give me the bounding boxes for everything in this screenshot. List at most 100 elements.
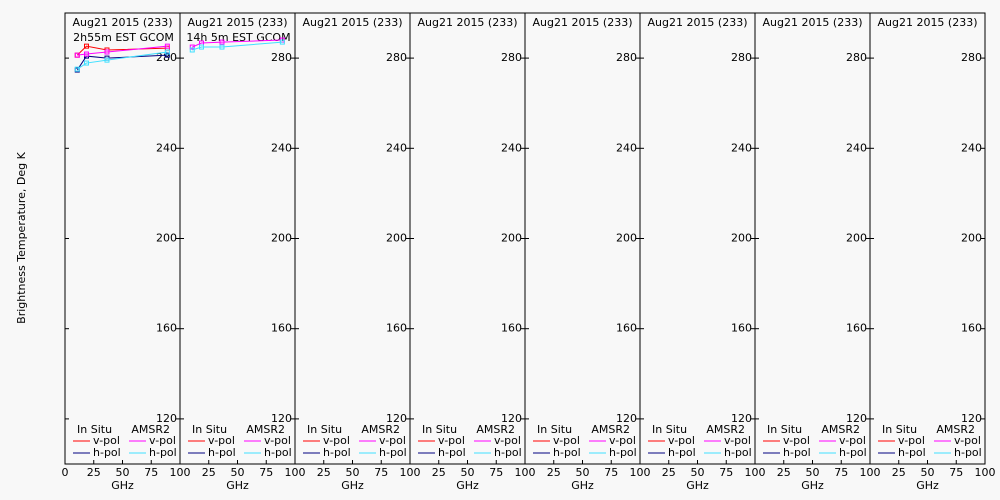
x-tick-label: 100 [630, 466, 651, 479]
x-tick-label: 25 [777, 466, 791, 479]
panel-subtitle: 2h55m EST GCOM [73, 31, 174, 44]
x-tick-label: 100 [285, 466, 306, 479]
legend-label: v-pol [954, 434, 981, 447]
y-tick-label: 120 [386, 412, 407, 425]
legend-label: v-pol [208, 434, 235, 447]
data-point [84, 60, 90, 66]
legend-label: h-pol [609, 446, 637, 459]
y-tick-label: 280 [386, 51, 407, 64]
legend-label: v-pol [839, 434, 866, 447]
y-tick-label: 200 [501, 232, 522, 245]
x-tick-label: 50 [231, 466, 245, 479]
legend-group: AMSR2 [821, 423, 860, 436]
y-tick-label: 160 [386, 322, 407, 335]
y-tick-label: 240 [501, 141, 522, 154]
data-point [189, 44, 195, 50]
legend-label: v-pol [93, 434, 120, 447]
legend-label: h-pol [149, 446, 177, 459]
x-tick-label: 100 [515, 466, 536, 479]
legend-label: h-pol [898, 446, 926, 459]
y-tick-label: 160 [846, 322, 867, 335]
data-point [104, 49, 110, 55]
legend-label: v-pol [149, 434, 176, 447]
y-tick-label: 280 [961, 51, 982, 64]
x-axis-label: GHz [571, 479, 594, 492]
data-point [104, 57, 110, 63]
legend-label: h-pol [783, 446, 811, 459]
x-tick-label: 50 [116, 466, 130, 479]
legend-label: h-pol [264, 446, 292, 459]
y-tick-label: 280 [846, 51, 867, 64]
legend-label: h-pol [379, 446, 407, 459]
legend-label: v-pol [264, 434, 291, 447]
data-point [189, 47, 195, 53]
x-axis-label: GHz [341, 479, 364, 492]
y-tick-label: 160 [156, 322, 177, 335]
panel-title: Aug21 2015 (233) [877, 16, 977, 29]
x-tick-label: 25 [547, 466, 561, 479]
series-line [192, 41, 283, 51]
legend-label: h-pol [438, 446, 466, 459]
legend-group: AMSR2 [246, 423, 285, 436]
x-axis-label: GHz [801, 479, 824, 492]
legend-label: h-pol [323, 446, 351, 459]
series-line [192, 39, 283, 48]
legend-label: v-pol [783, 434, 810, 447]
series-line [76, 51, 168, 70]
y-tick-label: 160 [731, 322, 752, 335]
x-axis-label: GHz [456, 479, 479, 492]
x-tick-label: 25 [317, 466, 331, 479]
y-tick-label: 240 [271, 141, 292, 154]
legend-label: v-pol [494, 434, 521, 447]
data-point [219, 44, 225, 50]
legend-group: In Situ [422, 423, 457, 436]
y-tick-label: 200 [616, 232, 637, 245]
y-tick-label: 280 [271, 51, 292, 64]
legend-group: In Situ [882, 423, 917, 436]
panel-title: Aug21 2015 (233) [72, 16, 172, 29]
panel-title: Aug21 2015 (233) [647, 16, 747, 29]
y-tick-label: 280 [731, 51, 752, 64]
data-point [74, 66, 80, 72]
y-tick-label: 200 [271, 232, 292, 245]
y-tick-label: 200 [156, 232, 177, 245]
y-tick-label: 160 [961, 322, 982, 335]
legend-label: v-pol [323, 434, 350, 447]
legend-group: AMSR2 [361, 423, 400, 436]
y-tick-label: 240 [616, 141, 637, 154]
x-tick-label: 50 [806, 466, 820, 479]
data-point [164, 52, 170, 58]
legend-label: h-pol [553, 446, 581, 459]
legend-label: v-pol [553, 434, 580, 447]
x-tick-label: 25 [202, 466, 216, 479]
legend-label: v-pol [668, 434, 695, 447]
data-point [219, 39, 225, 45]
y-tick-label: 200 [846, 232, 867, 245]
x-tick-label: 75 [144, 466, 158, 479]
data-point [74, 52, 80, 58]
x-tick-label: 0 [62, 466, 69, 479]
y-tick-label: 120 [271, 412, 292, 425]
x-axis-label: GHz [916, 479, 939, 492]
data-point [84, 51, 90, 57]
x-tick-label: 100 [745, 466, 766, 479]
data-point [84, 43, 90, 49]
y-tick-label: 160 [616, 322, 637, 335]
y-axis-label: Brightness Temperature, Deg K [15, 151, 28, 323]
series-line [77, 45, 168, 56]
x-tick-label: 75 [834, 466, 848, 479]
y-tick-label: 160 [271, 322, 292, 335]
legend-label: h-pol [93, 446, 121, 459]
data-point [279, 39, 285, 45]
legend-label: v-pol [438, 434, 465, 447]
panel-title: Aug21 2015 (233) [302, 16, 402, 29]
x-axis-label: GHz [686, 479, 709, 492]
legend-label: v-pol [379, 434, 406, 447]
legend-group: AMSR2 [936, 423, 975, 436]
x-tick-label: 75 [374, 466, 388, 479]
legend-label: v-pol [724, 434, 751, 447]
x-tick-label: 25 [892, 466, 906, 479]
legend-label: h-pol [668, 446, 696, 459]
